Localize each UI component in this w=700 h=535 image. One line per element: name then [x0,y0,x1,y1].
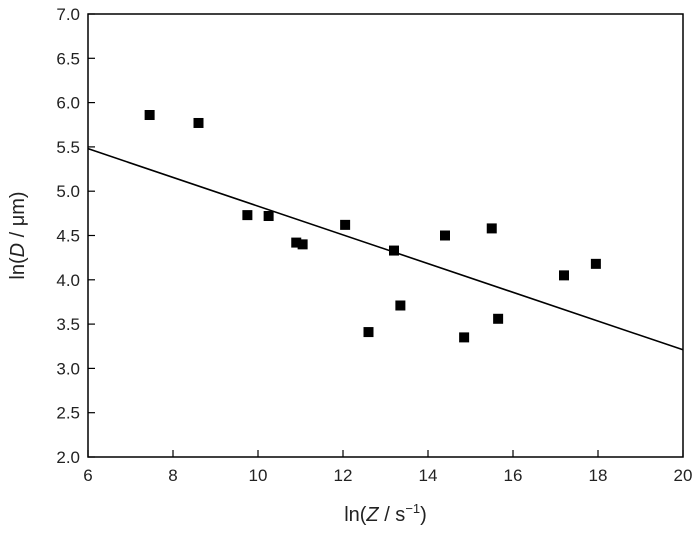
y-axis-ticks: 2.0 2.5 3.0 3.5 4.0 4.5 5.0 5.5 6.0 6.5 7.0 [56,5,95,467]
x-tick-label: 10 [249,466,268,485]
y-tick-label: 4.0 [56,271,80,290]
x-tick-label: 16 [504,466,523,485]
data-point [193,117,204,128]
data-point [486,223,497,234]
data-point [389,245,399,256]
x-tick-label: 6 [83,466,92,485]
regression-line-group [87,147,684,351]
data-point [459,332,470,343]
data-point [291,237,302,248]
y-axis-title: ln(D / μm) [7,191,29,279]
y-tick-label: 2.5 [56,404,80,423]
data-point [440,230,450,241]
y-tick-label: 3.5 [56,315,80,334]
y-tick-label: 5.5 [56,138,80,157]
data-point [144,110,155,121]
data-points [144,110,601,343]
x-tick-label: 18 [589,466,608,485]
x-axis-title: ln(Z / s−1) [344,501,427,526]
data-point [363,327,374,338]
data-point [395,300,406,311]
y-tick-label: 2.0 [56,448,80,467]
x-tick-label: 14 [419,466,438,485]
y-tick-label: 3.0 [56,359,80,378]
data-point [297,239,308,250]
data-point [493,313,504,324]
y-tick-label: 7.0 [56,5,80,24]
data-point [263,211,274,222]
x-axis-ticks: 6 8 10 12 14 16 18 20 [83,450,692,485]
y-tick-label: 6.5 [56,49,80,68]
y-tick-label: 5.0 [56,182,80,201]
x-tick-label: 12 [334,466,353,485]
data-point [590,258,601,269]
x-tick-label: 8 [168,466,177,485]
data-point [242,210,253,221]
fit-line [87,147,684,351]
data-point [340,219,351,230]
data-point [559,270,569,281]
plot-frame [87,13,684,458]
y-tick-label: 6.0 [56,94,80,113]
x-tick-label: 20 [674,466,693,485]
y-tick-label: 4.5 [56,227,80,246]
